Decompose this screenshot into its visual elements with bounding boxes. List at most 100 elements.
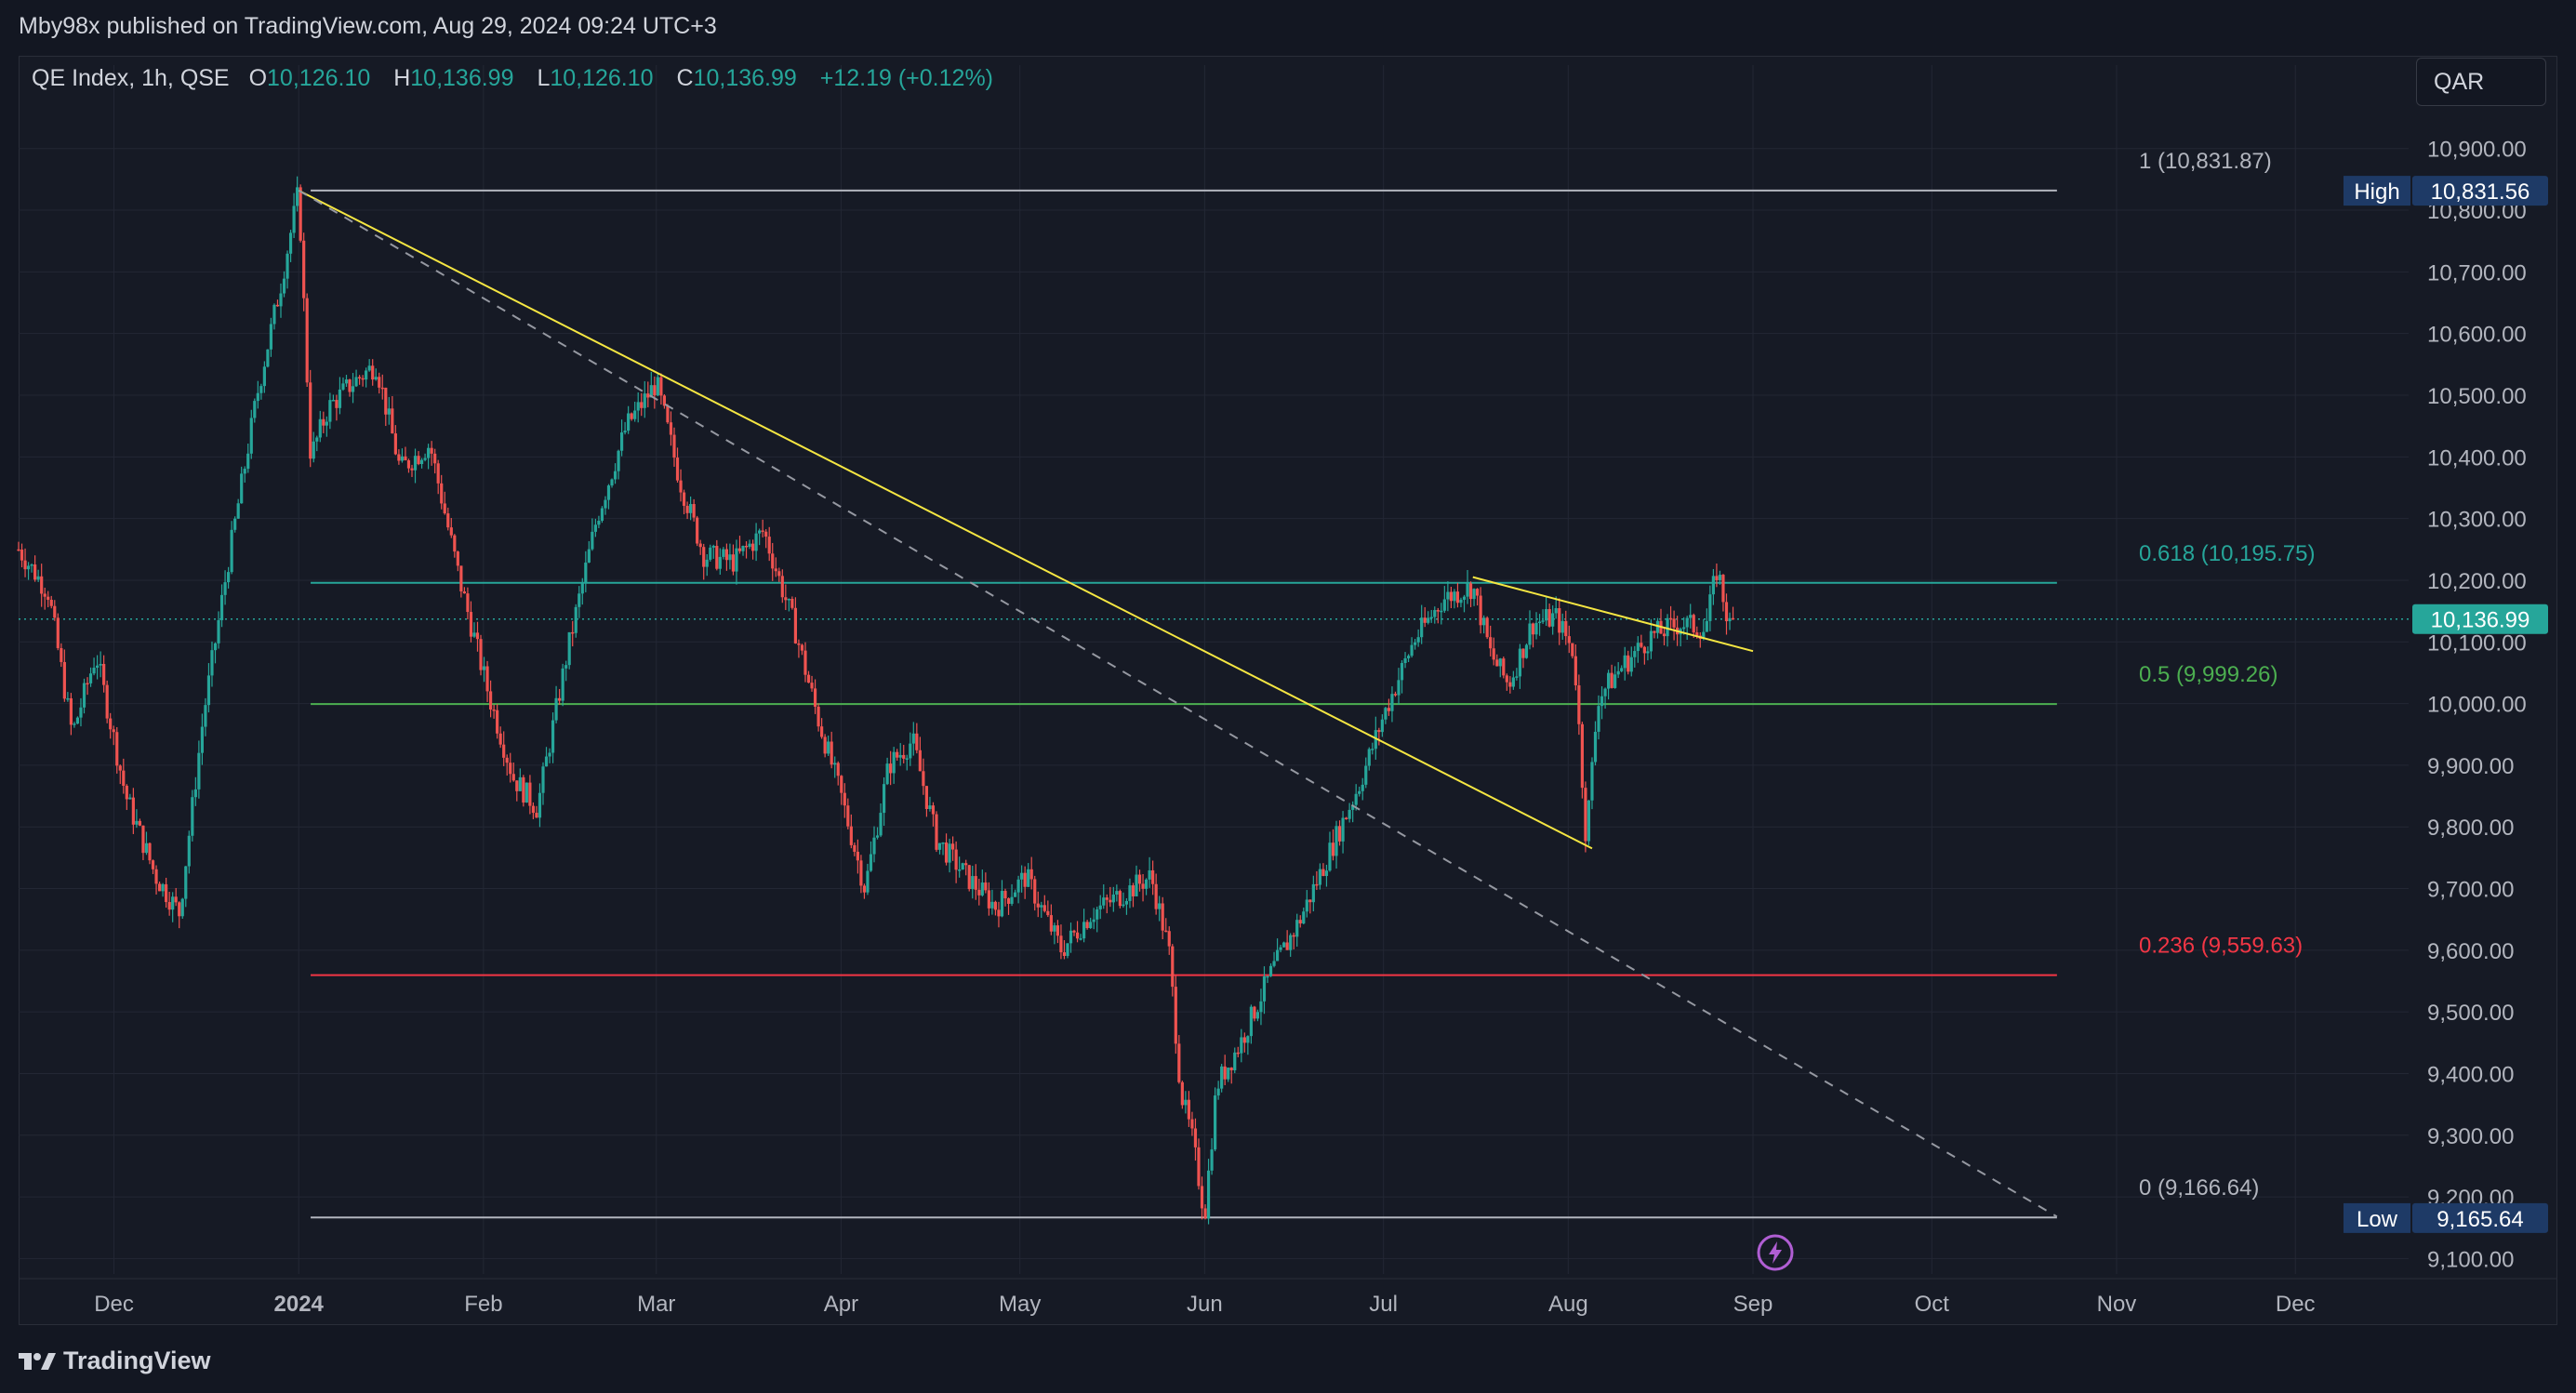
candle-body (1040, 905, 1043, 908)
candle-body (1387, 708, 1391, 711)
candle-body (1177, 1043, 1181, 1082)
candle-body (344, 379, 349, 384)
candle-body (1485, 617, 1489, 638)
candle-body (1042, 905, 1046, 911)
candle-body (357, 377, 362, 378)
candle-body (505, 757, 509, 763)
candle-body (1429, 617, 1433, 619)
candle-body (272, 304, 276, 325)
candle-body (410, 468, 414, 471)
candle-body (737, 548, 742, 551)
candle-body (511, 774, 515, 781)
candle-body (538, 792, 542, 818)
candle-body (836, 763, 840, 776)
candle-body (817, 706, 820, 727)
candle-body (148, 842, 152, 861)
candle-body (682, 492, 686, 506)
candle-body (502, 744, 506, 758)
candle-body (180, 898, 184, 917)
candle-body (404, 456, 407, 460)
candle-body (1636, 643, 1640, 652)
candle-body (709, 547, 712, 560)
y-tick-label: 10,500.00 (2427, 384, 2527, 409)
candle-body (702, 547, 706, 567)
candle-body (191, 797, 194, 836)
candle-body (312, 441, 315, 459)
candle-body (1446, 591, 1450, 600)
candle-body (397, 454, 401, 461)
candle-body (1085, 922, 1089, 929)
candle-body (1724, 602, 1729, 622)
currency-button[interactable]: QAR (2416, 58, 2546, 106)
candle-body (613, 471, 617, 480)
candle-body (393, 433, 397, 455)
candle-body (1462, 596, 1467, 600)
marker-label-bg (2344, 1202, 2410, 1233)
candle-body (380, 387, 384, 390)
candle-body (1027, 869, 1030, 887)
candle-body (1315, 883, 1319, 886)
high-label: H (393, 65, 411, 91)
candle-body (1718, 575, 1722, 580)
candle-body (1459, 599, 1463, 604)
candle-body (466, 593, 470, 613)
candle-body (604, 499, 607, 509)
candle-body (1240, 1037, 1243, 1054)
candle-body (249, 418, 253, 454)
candle-body (1541, 620, 1545, 622)
candle-body (1410, 644, 1414, 657)
candle-body (141, 825, 145, 854)
tradingview-logo[interactable]: TradingView (19, 1347, 211, 1375)
candle-body (666, 405, 670, 423)
candle-body (275, 304, 280, 307)
candle-body (1095, 909, 1099, 920)
candle-body (75, 717, 80, 724)
candle-body (1242, 1037, 1246, 1043)
candle-body (1013, 892, 1017, 897)
chart-pane[interactable] (19, 56, 2557, 1325)
candle-body (937, 842, 942, 850)
candle-body (1253, 1006, 1256, 1019)
price-badges: High 10,831.56 Low 9,165.64 10,136.99 (2344, 176, 2548, 1233)
candle-body (715, 546, 719, 569)
candle-body (30, 564, 33, 566)
candle-body (1298, 920, 1302, 924)
candle-body (896, 751, 899, 758)
candle-body (1197, 1147, 1201, 1187)
candle-body (846, 805, 850, 827)
candle-body (20, 550, 24, 561)
price-badge-value: 9,165.64 (2437, 1207, 2523, 1232)
candle-body (479, 639, 483, 670)
flash-icon[interactable] (1756, 1233, 1795, 1277)
candle-body (1331, 842, 1335, 856)
candle-body (1154, 883, 1158, 909)
candle-body (564, 665, 568, 669)
candle-body (591, 531, 594, 550)
candle-body (1059, 935, 1063, 953)
candle-body (1531, 623, 1535, 635)
candle-body (885, 763, 889, 785)
candle-body (1262, 976, 1267, 1002)
candle-body (99, 663, 102, 666)
candle-body (56, 617, 60, 648)
candle-body (1066, 943, 1069, 956)
candle-body (1285, 942, 1289, 950)
candle-body (1685, 617, 1689, 628)
candle-body (367, 365, 371, 371)
symbol-label[interactable]: QE Index, 1h, QSE (32, 65, 230, 91)
candle-body (1328, 842, 1332, 871)
candle-body (646, 393, 650, 398)
candle-body (1560, 620, 1564, 633)
candle-body (1682, 627, 1686, 630)
candle-body (1702, 631, 1706, 640)
candle-body (433, 453, 437, 464)
candle-body (1472, 589, 1476, 600)
candle-body (728, 554, 732, 561)
candle-body (105, 684, 109, 719)
candle-body (958, 869, 962, 871)
candle-body (853, 844, 856, 852)
candle-body (315, 437, 319, 442)
candle-body (253, 401, 257, 418)
candle-body (1640, 643, 1643, 647)
